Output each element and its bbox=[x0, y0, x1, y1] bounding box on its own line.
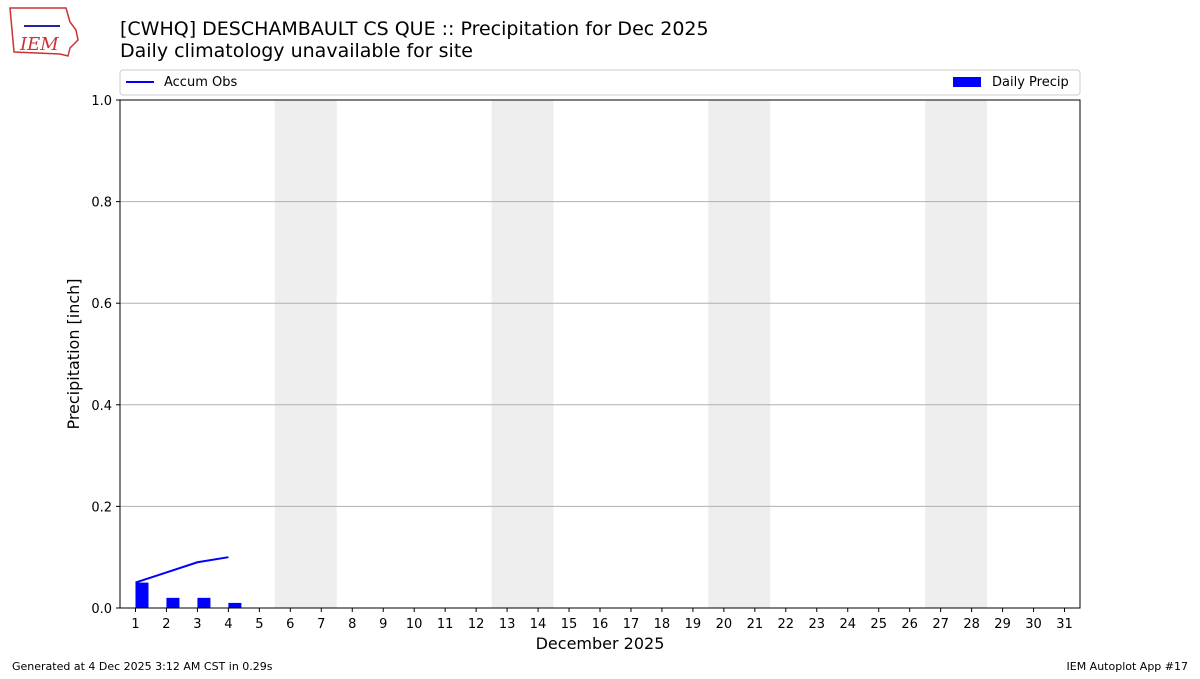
x-tick-label: 30 bbox=[1025, 617, 1042, 632]
x-tick-label: 9 bbox=[379, 617, 387, 632]
x-tick-label: 16 bbox=[592, 617, 609, 632]
y-tick-label: 0.6 bbox=[91, 297, 112, 312]
chart-title: [CWHQ] DESCHAMBAULT CS QUE :: Precipitat… bbox=[120, 18, 709, 40]
logo-text: IEM bbox=[19, 34, 59, 55]
x-axis-label: December 2025 bbox=[536, 634, 665, 653]
chart-subtitle: Daily climatology unavailable for site bbox=[120, 40, 473, 62]
x-tick-label: 31 bbox=[1056, 617, 1073, 632]
legend-label: Daily Precip bbox=[992, 75, 1069, 90]
logo: IEM bbox=[9, 7, 79, 57]
x-tick-label: 2 bbox=[162, 617, 170, 632]
x-tick-label: 26 bbox=[901, 617, 918, 632]
x-tick-label: 24 bbox=[839, 617, 856, 632]
x-tick-label: 6 bbox=[286, 617, 294, 632]
x-tick-label: 25 bbox=[870, 617, 887, 632]
x-tick-label: 17 bbox=[623, 617, 640, 632]
weekend-band bbox=[274, 100, 337, 608]
x-tick-label: 4 bbox=[224, 617, 232, 632]
x-tick-label: 11 bbox=[437, 617, 454, 632]
x-tick-label: 14 bbox=[530, 617, 547, 632]
y-tick-label: 0.4 bbox=[91, 399, 112, 414]
x-tick-label: 21 bbox=[747, 617, 764, 632]
plot-frame bbox=[119, 99, 1081, 609]
x-tick-label: 22 bbox=[778, 617, 795, 632]
x-tick-label: 5 bbox=[255, 617, 263, 632]
logo-outline bbox=[9, 7, 79, 57]
y-axis-label: Precipitation [inch] bbox=[64, 278, 83, 429]
x-tick-label: 19 bbox=[685, 617, 702, 632]
line bbox=[135, 556, 229, 584]
legend-label: Accum Obs bbox=[164, 75, 237, 90]
x-tick-label: 29 bbox=[994, 617, 1011, 632]
x-tick-label: 20 bbox=[716, 617, 733, 632]
x-tick-label: 1 bbox=[131, 617, 139, 632]
x-tick-label: 15 bbox=[561, 617, 578, 632]
weekend-band bbox=[491, 100, 554, 608]
x-tick-label: 10 bbox=[406, 617, 423, 632]
x-tick-label: 3 bbox=[193, 617, 201, 632]
y-tick-label: 0.0 bbox=[91, 602, 112, 617]
legend bbox=[119, 69, 1081, 96]
y-tick-label: 1.0 bbox=[91, 94, 112, 109]
x-tick-label: 12 bbox=[468, 617, 485, 632]
bar bbox=[228, 602, 242, 608]
x-tick-label: 18 bbox=[654, 617, 671, 632]
weekend-band bbox=[925, 100, 988, 608]
footer-right: IEM Autoplot App #17 bbox=[1067, 660, 1189, 673]
legend-swatch bbox=[953, 77, 981, 87]
y-tick-label: 0.8 bbox=[91, 196, 112, 211]
x-tick-label: 23 bbox=[809, 617, 826, 632]
y-tick-label: 0.2 bbox=[91, 500, 112, 515]
bar bbox=[197, 597, 211, 608]
x-tick-label: 28 bbox=[963, 617, 980, 632]
x-tick-label: 27 bbox=[932, 617, 949, 632]
x-tick-label: 8 bbox=[348, 617, 356, 632]
bar bbox=[135, 582, 149, 608]
bar bbox=[166, 597, 180, 608]
footer-left: Generated at 4 Dec 2025 3:12 AM CST in 0… bbox=[12, 660, 273, 673]
weekend-band bbox=[708, 100, 771, 608]
x-tick-label: 7 bbox=[317, 617, 325, 632]
x-tick-label: 13 bbox=[499, 617, 516, 632]
